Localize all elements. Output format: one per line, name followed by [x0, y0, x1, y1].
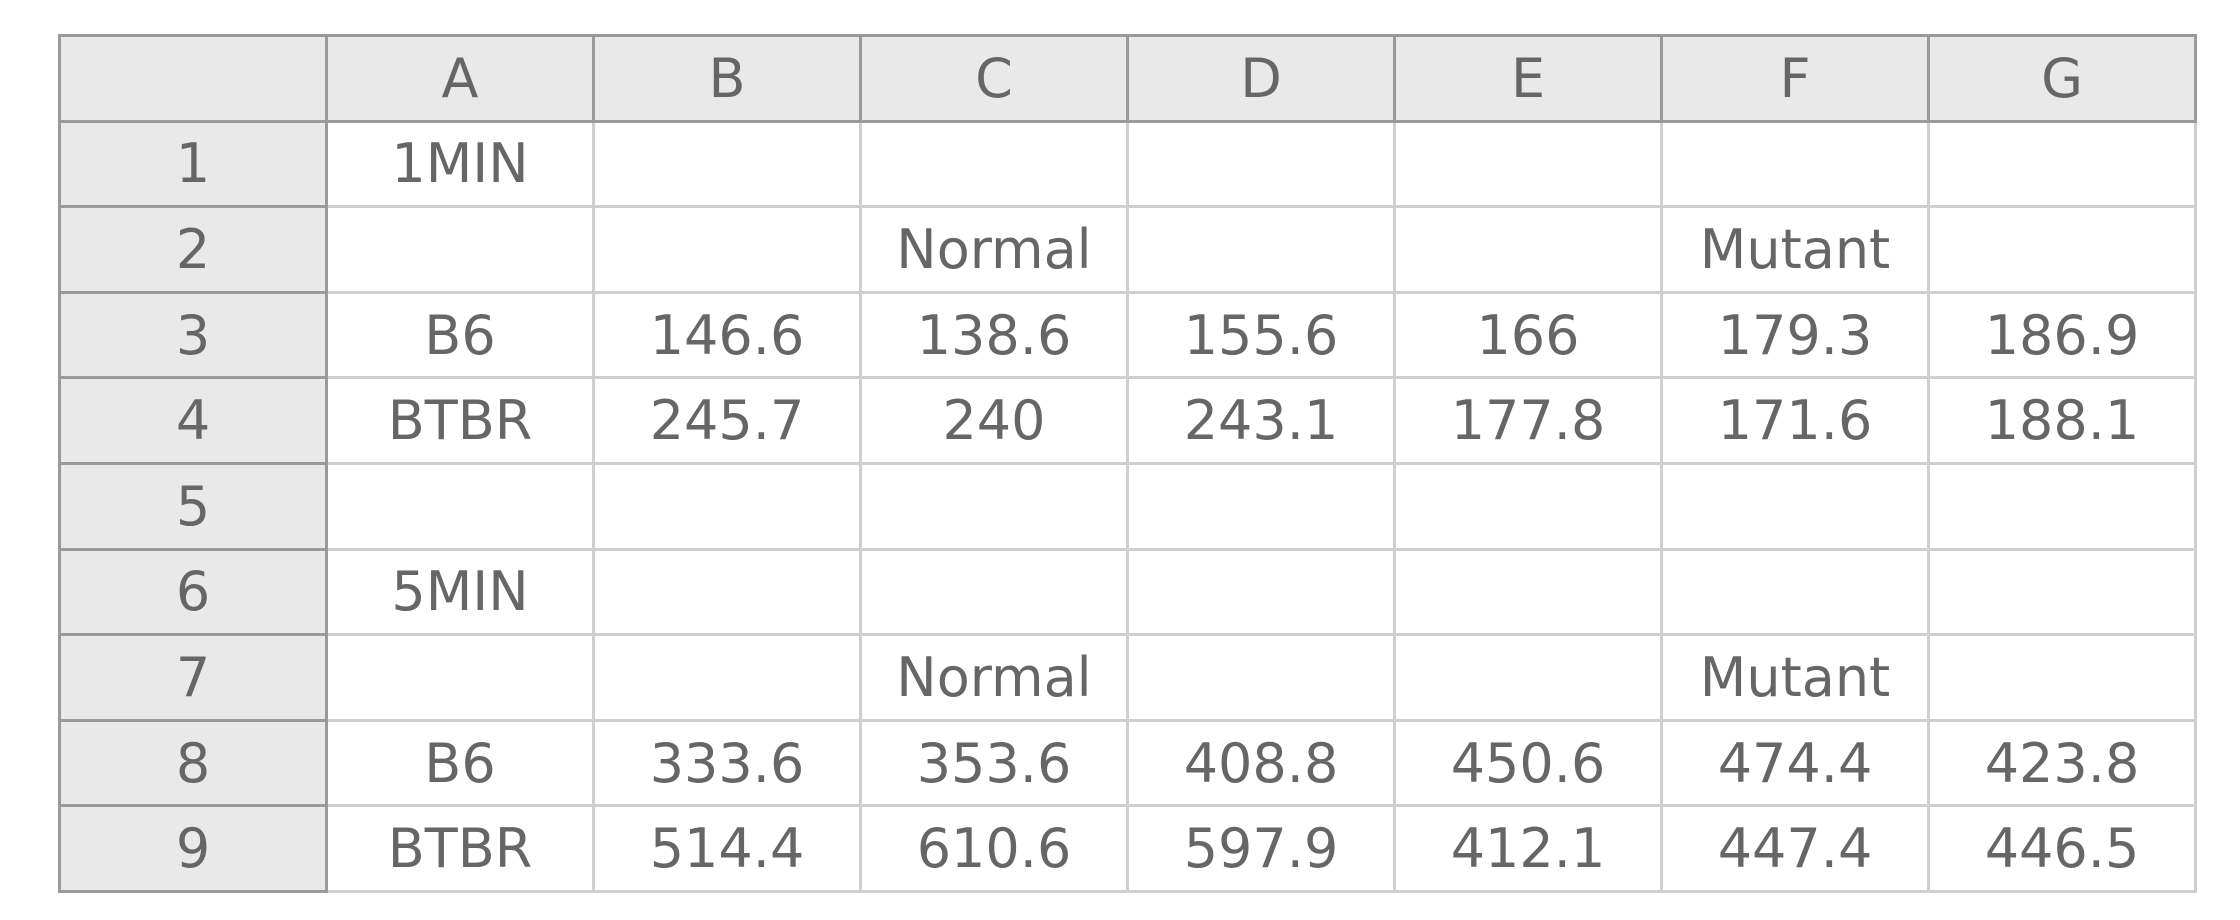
cell-c8[interactable]: 353.6 — [859, 718, 1129, 808]
cell-f4[interactable]: 171.6 — [1660, 376, 1930, 465]
cell-a4[interactable]: BTBR — [325, 376, 595, 465]
cell-a8[interactable]: B6 — [325, 718, 595, 808]
table-row: 9 BTBR 514.4 610.6 597.9 412.1 447.4 446.5 — [58, 804, 2197, 893]
column-header-b[interactable]: B — [592, 34, 862, 123]
cell-f8[interactable]: 474.4 — [1660, 718, 1930, 808]
cell-c7[interactable]: Normal — [859, 633, 1129, 722]
cell-a6[interactable]: 5MIN — [325, 547, 595, 637]
cell-e2[interactable] — [1393, 205, 1663, 294]
cell-c9[interactable]: 610.6 — [859, 804, 1129, 893]
row-header-2[interactable]: 2 — [58, 205, 328, 294]
table-row: 2 Normal Mutant — [58, 205, 2197, 294]
cell-c4[interactable]: 240 — [859, 376, 1129, 465]
cell-e6[interactable] — [1393, 547, 1663, 637]
cell-d2[interactable] — [1126, 205, 1396, 294]
cell-a5[interactable] — [325, 461, 595, 551]
cell-g7[interactable] — [1927, 633, 2197, 722]
cell-g9[interactable]: 446.5 — [1927, 804, 2197, 893]
cell-b9[interactable]: 514.4 — [592, 804, 862, 893]
table-row: 4 BTBR 245.7 240 243.1 177.8 171.6 188.1 — [58, 376, 2197, 465]
cell-g6[interactable] — [1927, 547, 2197, 637]
row-header-9[interactable]: 9 — [58, 804, 328, 893]
cell-b8[interactable]: 333.6 — [592, 718, 862, 808]
cell-a9[interactable]: BTBR — [325, 804, 595, 893]
cell-a2[interactable] — [325, 205, 595, 294]
cell-d5[interactable] — [1126, 461, 1396, 551]
table-row: 1 1MIN — [58, 119, 2197, 209]
column-header-f[interactable]: F — [1660, 34, 1930, 123]
cell-d1[interactable] — [1126, 119, 1396, 209]
cell-f1[interactable] — [1660, 119, 1930, 209]
cell-c1[interactable] — [859, 119, 1129, 209]
row-header-7[interactable]: 7 — [58, 633, 328, 722]
cell-d3[interactable]: 155.6 — [1126, 290, 1396, 380]
cell-b4[interactable]: 245.7 — [592, 376, 862, 465]
spreadsheet-grid: A B C D E F G 1 1MIN 2 Normal Mutant 3 B6 146.6… — [58, 34, 2197, 893]
cell-f6[interactable] — [1660, 547, 1930, 637]
cell-b6[interactable] — [592, 547, 862, 637]
cell-c2[interactable]: Normal — [859, 205, 1129, 294]
cell-d9[interactable]: 597.9 — [1126, 804, 1396, 893]
cell-g5[interactable] — [1927, 461, 2197, 551]
cell-f3[interactable]: 179.3 — [1660, 290, 1930, 380]
cell-b7[interactable] — [592, 633, 862, 722]
column-header-d[interactable]: D — [1126, 34, 1396, 123]
cell-b5[interactable] — [592, 461, 862, 551]
table-row: 6 5MIN — [58, 547, 2197, 637]
cell-e8[interactable]: 450.6 — [1393, 718, 1663, 808]
cell-g3[interactable]: 186.9 — [1927, 290, 2197, 380]
table-row: 3 B6 146.6 138.6 155.6 166 179.3 186.9 — [58, 290, 2197, 380]
cell-g2[interactable] — [1927, 205, 2197, 294]
column-header-g[interactable]: G — [1927, 34, 2197, 123]
column-header-e[interactable]: E — [1393, 34, 1663, 123]
cell-c5[interactable] — [859, 461, 1129, 551]
cell-f2[interactable]: Mutant — [1660, 205, 1930, 294]
row-header-6[interactable]: 6 — [58, 547, 328, 637]
cell-d7[interactable] — [1126, 633, 1396, 722]
cell-a7[interactable] — [325, 633, 595, 722]
row-header-8[interactable]: 8 — [58, 718, 328, 808]
select-all-corner[interactable] — [58, 34, 328, 123]
cell-a1[interactable]: 1MIN — [325, 119, 595, 209]
cell-c6[interactable] — [859, 547, 1129, 637]
row-header-1[interactable]: 1 — [58, 119, 328, 209]
cell-d6[interactable] — [1126, 547, 1396, 637]
column-header-a[interactable]: A — [325, 34, 595, 123]
cell-b3[interactable]: 146.6 — [592, 290, 862, 380]
cell-e7[interactable] — [1393, 633, 1663, 722]
table-row: 5 — [58, 461, 2197, 551]
cell-d8[interactable]: 408.8 — [1126, 718, 1396, 808]
cell-e4[interactable]: 177.8 — [1393, 376, 1663, 465]
cell-a3[interactable]: B6 — [325, 290, 595, 380]
cell-b1[interactable] — [592, 119, 862, 209]
cell-c3[interactable]: 138.6 — [859, 290, 1129, 380]
cell-b2[interactable] — [592, 205, 862, 294]
row-header-4[interactable]: 4 — [58, 376, 328, 465]
column-header-c[interactable]: C — [859, 34, 1129, 123]
table-row: 7 Normal Mutant — [58, 633, 2197, 722]
cell-e9[interactable]: 412.1 — [1393, 804, 1663, 893]
cell-g8[interactable]: 423.8 — [1927, 718, 2197, 808]
row-header-5[interactable]: 5 — [58, 461, 328, 551]
cell-e1[interactable] — [1393, 119, 1663, 209]
cell-g4[interactable]: 188.1 — [1927, 376, 2197, 465]
cell-g1[interactable] — [1927, 119, 2197, 209]
cell-f9[interactable]: 447.4 — [1660, 804, 1930, 893]
cell-e3[interactable]: 166 — [1393, 290, 1663, 380]
table-row: 8 B6 333.6 353.6 408.8 450.6 474.4 423.8 — [58, 718, 2197, 808]
row-header-3[interactable]: 3 — [58, 290, 328, 380]
cell-f7[interactable]: Mutant — [1660, 633, 1930, 722]
cell-d4[interactable]: 243.1 — [1126, 376, 1396, 465]
column-header-row: A B C D E F G — [58, 34, 2197, 123]
cell-f5[interactable] — [1660, 461, 1930, 551]
cell-e5[interactable] — [1393, 461, 1663, 551]
